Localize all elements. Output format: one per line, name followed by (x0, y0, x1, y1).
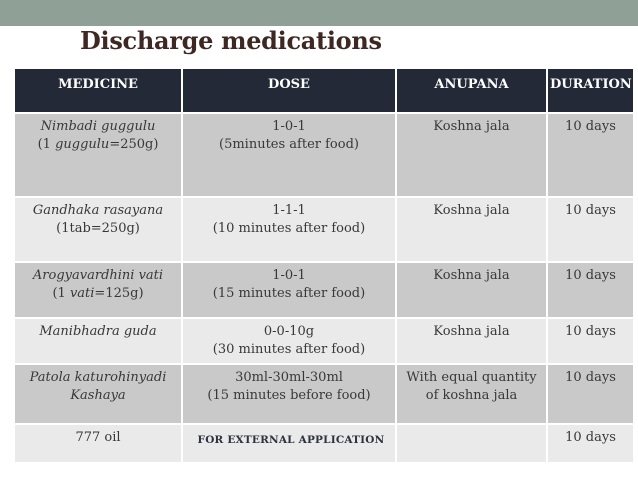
dose-cell: 1-1-1 (10 minutes after food) (181, 196, 397, 263)
table-body: Nimbadi guggulu (1 guggulu=250g) 1-0-1 (5mi… (13, 112, 635, 464)
table-header-row: MEDICINE DOSE ANUPANA DURATION (13, 67, 635, 114)
medicine-cell: Gandhaka rasayana (1tab=250g) (13, 196, 183, 263)
medicine-cell: Patola katurohinyadi Kashaya (13, 363, 183, 425)
table-row: Arogyavardhini vati (1 vati=125g) 1-0-1 (15… (13, 261, 635, 319)
column-header: MEDICINE (13, 67, 183, 114)
dose-cell: FOR EXTERNAL APPLICATION (181, 423, 397, 464)
table-row: Manibhadra guda 0-0-10g (30 minutes after … (13, 317, 635, 365)
medicine-cell: 777 oil (13, 423, 183, 464)
anupana-cell: Koshna jala (395, 112, 548, 198)
medications-table: MEDICINE DOSE ANUPANA DURATION Nimbadi gugg… (13, 67, 635, 464)
medicine-cell: Arogyavardhini vati (1 vati=125g) (13, 261, 183, 319)
slide-top-bar (0, 0, 638, 26)
anupana-cell: Koshna jala (395, 196, 548, 263)
column-header: ANUPANA (395, 67, 548, 114)
anupana-cell: With equal quantity of koshna jala (395, 363, 548, 425)
table-row: Gandhaka rasayana (1tab=250g) 1-1-1 (10 min… (13, 196, 635, 263)
column-header: DOSE (181, 67, 397, 114)
duration-cell: 10 days (546, 196, 635, 263)
medicine-cell: Manibhadra guda (13, 317, 183, 365)
duration-cell: 10 days (546, 261, 635, 319)
anupana-cell (395, 423, 548, 464)
duration-cell: 10 days (546, 363, 635, 425)
dose-cell: 1-0-1 (15 minutes after food) (181, 261, 397, 319)
duration-cell: 10 days (546, 423, 635, 464)
column-header: DURATION (546, 67, 635, 114)
dose-cell: 30ml-30ml-30ml (15 minutes before food) (181, 363, 397, 425)
duration-cell: 10 days (546, 317, 635, 365)
table-row: Patola katurohinyadi Kashaya 30ml-30ml-30m… (13, 363, 635, 425)
anupana-cell: Koshna jala (395, 317, 548, 365)
duration-cell: 10 days (546, 112, 635, 198)
dose-cell: 1-0-1 (5minutes after food) (181, 112, 397, 198)
medicine-cell: Nimbadi guggulu (1 guggulu=250g) (13, 112, 183, 198)
table-row: 777 oil FOR EXTERNAL APPLICATION 10 days (13, 423, 635, 464)
slide-title: Discharge medications (80, 26, 382, 55)
table-row: Nimbadi guggulu (1 guggulu=250g) 1-0-1 (5mi… (13, 112, 635, 198)
dose-cell: 0-0-10g (30 minutes after food) (181, 317, 397, 365)
anupana-cell: Koshna jala (395, 261, 548, 319)
